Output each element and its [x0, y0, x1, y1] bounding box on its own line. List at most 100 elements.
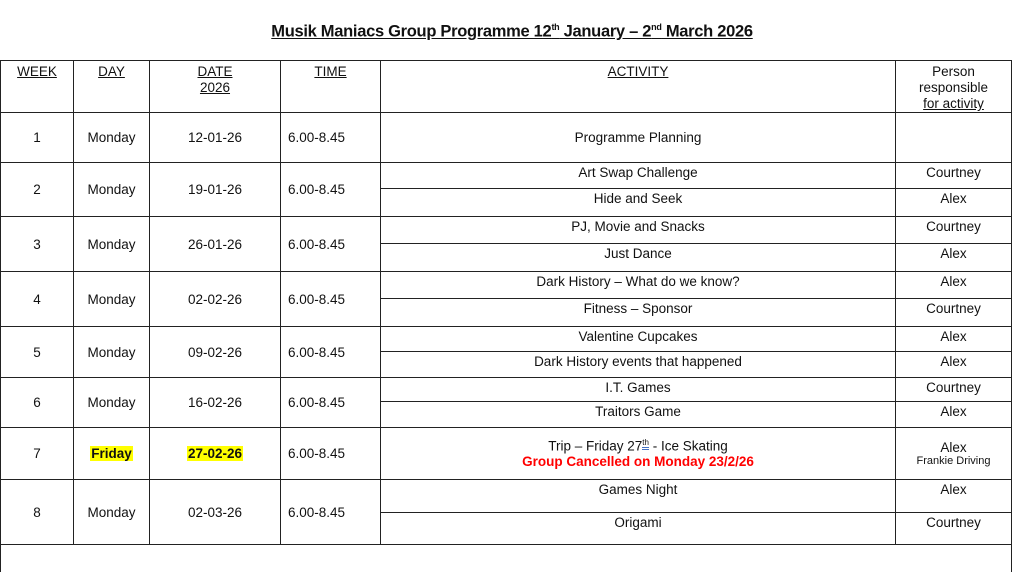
activity-text: I.T. Games [605, 380, 671, 395]
table-row: 8 Monday 02-03-26 6.00-8.45 Games Night Alex [0, 479, 1012, 545]
activity-cell: Hide and Seek [380, 188, 896, 217]
person-cell: Alex [895, 271, 1012, 299]
activity-cell: I.T. Games [380, 377, 896, 402]
person-cell: Courtney [895, 512, 1012, 545]
time-cell: 6.00-8.45 [280, 271, 381, 327]
header-text: WEEK [17, 64, 57, 79]
activity-text: Valentine Cupcakes [578, 329, 698, 344]
date-cell-text: 02-02-26 [187, 291, 243, 307]
person-text: Courtney [926, 301, 981, 316]
header-week: WEEK [0, 60, 74, 113]
week-cell-text: 2 [33, 182, 41, 197]
table-row: Traitors Game Alex [1, 401, 1012, 428]
day-cell-text: Monday [87, 130, 136, 145]
activity-cell: Art Swap Challenge [380, 162, 896, 189]
activity-text: Art Swap Challenge [578, 165, 698, 180]
activity-text: PJ, Movie and Snacks [571, 219, 705, 234]
empty-row [0, 542, 1012, 572]
person-note: Frankie Driving [916, 455, 991, 467]
date-cell: 02-02-26 [149, 271, 281, 327]
time-cell-text: 6.00-8.45 [288, 291, 346, 307]
person-cell: Alex [895, 188, 1012, 217]
week-cell-text: 6 [33, 395, 41, 410]
date-cell-text: 12-01-26 [187, 130, 243, 145]
header-text: DAY [98, 64, 125, 79]
activity-sup: th [642, 438, 649, 451]
header-text: ACTIVITY [607, 64, 669, 79]
activity-cell: Valentine Cupcakes [380, 326, 896, 352]
person-text: Courtney [926, 380, 981, 395]
activity-text: Dark History events that happened [534, 354, 742, 369]
person-cell: Alex [895, 351, 1012, 378]
person-cell: Alex [895, 479, 1012, 513]
week-cell: 1 [0, 112, 74, 163]
person-cell: Courtney [895, 162, 1012, 189]
person-text: Alex [940, 329, 967, 344]
person-cell [895, 112, 1012, 163]
activity-cell: Just Dance [380, 243, 896, 272]
person-text: Courtney [926, 165, 981, 180]
week-cell: 3 [0, 216, 74, 272]
date-cell-text: 19-01-26 [187, 182, 243, 197]
week-cell-text: 5 [33, 344, 41, 360]
day-cell: Monday [73, 216, 150, 272]
header-time: TIME [280, 60, 381, 113]
day-cell-text: Monday [87, 291, 136, 307]
person-text: Alex [940, 440, 967, 455]
activity-cell: Origami [380, 512, 896, 545]
activity-cell: Traitors Game [380, 401, 896, 428]
activity-text: Origami [614, 515, 662, 530]
time-cell: 6.00-8.45 [280, 377, 381, 428]
table-row: 1 Monday 12-01-26 6.00-8.45 Programme Planni… [0, 112, 1012, 163]
person-cell: Alex [895, 243, 1012, 272]
time-cell: 6.00-8.45 [280, 112, 381, 163]
person-text: Alex [940, 404, 967, 419]
table-row: 4 Monday 02-02-26 6.00-8.45 Dark History – W… [0, 271, 1012, 327]
week-cell: 6 [0, 377, 74, 428]
time-cell-text: 6.00-8.45 [288, 344, 346, 360]
table-row: 7 Friday 27-02-26 6.00-8.45 Trip – Friday 27… [0, 427, 1012, 480]
table-row: Origami Courtney [1, 512, 1012, 545]
activity-text: Just Dance [604, 246, 672, 261]
person-text: Alex [940, 274, 967, 289]
person-cell: Courtney [895, 377, 1012, 402]
person-text: Alex [940, 246, 967, 261]
time-cell-text: 6.00-8.45 [288, 130, 346, 145]
week-cell: 7 [0, 427, 74, 480]
date-cell: 09-02-26 [149, 326, 281, 378]
date-cell: 19-01-26 [149, 162, 281, 217]
person-cell: Alex Frankie Driving [895, 427, 1012, 480]
person-cell: Alex [895, 401, 1012, 428]
week-cell: 2 [0, 162, 74, 217]
day-cell-text: Monday [87, 182, 136, 197]
activity-text: Games Night [598, 482, 678, 497]
header-day: DAY [73, 60, 150, 113]
header-text: Person responsible [918, 64, 989, 95]
date-cell-text: 02-03-26 [187, 504, 243, 520]
week-cell: 5 [0, 326, 74, 378]
day-cell: Monday [73, 377, 150, 428]
activity-text: Programme Planning [574, 130, 702, 145]
activity-cell: PJ, Movie and Snacks [380, 216, 896, 244]
person-text: Courtney [926, 515, 981, 530]
date-cell: 27-02-26 [149, 427, 281, 480]
header-text: for activity [923, 96, 984, 111]
header-text: DATE [197, 64, 233, 79]
date-cell-text: 09-02-26 [187, 344, 243, 360]
date-cell: 12-01-26 [149, 112, 281, 163]
week-cell: 8 [0, 479, 74, 545]
page-title: Musik Maniacs Group Programme 12th Janua… [271, 22, 753, 41]
time-cell: 6.00-8.45 [280, 427, 381, 480]
activity-cell: Games Night [380, 479, 896, 513]
time-cell-text: 6.00-8.45 [288, 395, 346, 410]
week-cell-text: 4 [33, 291, 41, 307]
header-person: Person responsible for activity [895, 60, 1012, 113]
time-cell-text: 6.00-8.45 [288, 236, 346, 252]
day-cell-text: Monday [87, 344, 136, 360]
table-row: Fitness – Sponsor Courtney [1, 298, 1012, 327]
person-text: Alex [940, 354, 967, 369]
time-cell: 6.00-8.45 [280, 479, 381, 545]
person-text: Courtney [926, 219, 981, 234]
week-cell-text: 8 [33, 504, 41, 520]
date-cell-text: 27-02-26 [186, 446, 244, 461]
